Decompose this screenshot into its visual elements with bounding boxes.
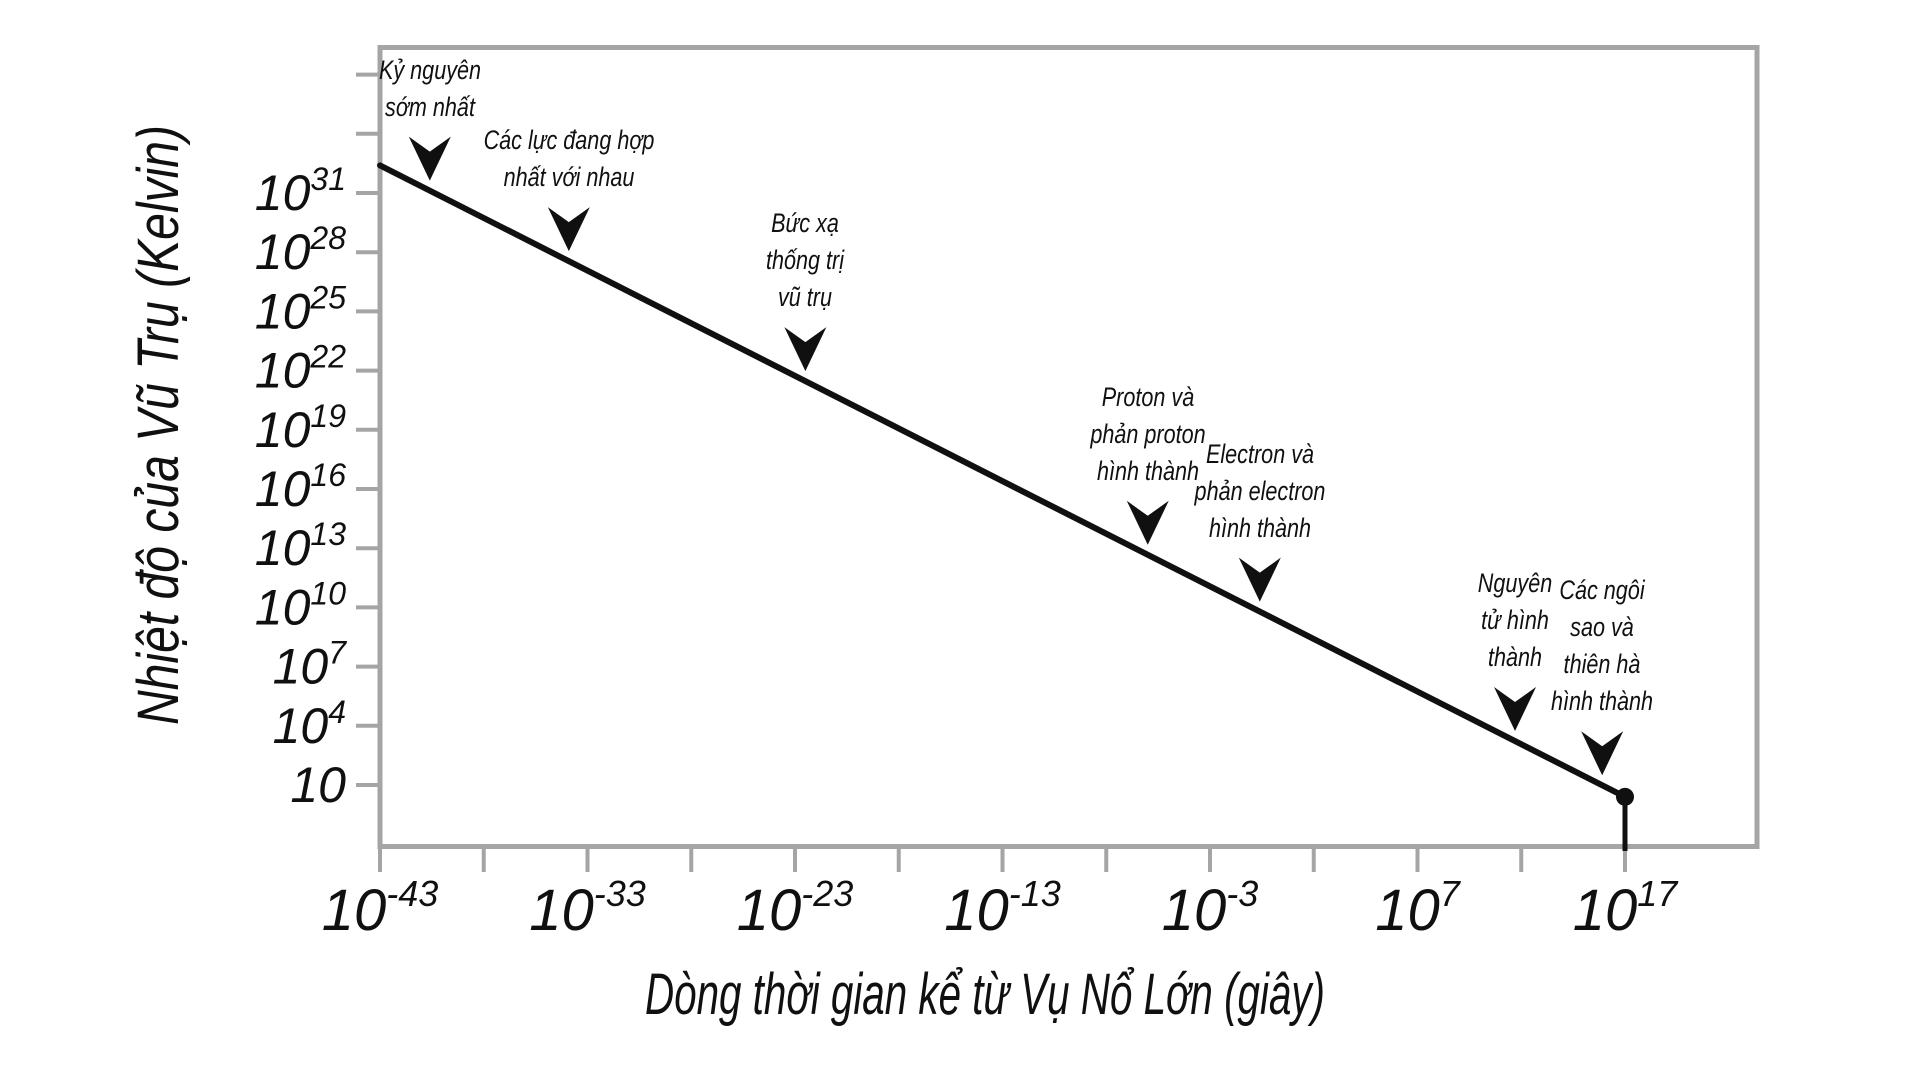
temperature-line: [377, 162, 1628, 800]
x-tick-exponent: -3: [1226, 873, 1258, 914]
y-tick-base: 10: [255, 165, 311, 221]
x-tick-base: 10: [1162, 878, 1227, 943]
chevron-down-icon: [547, 207, 590, 252]
y-axis-ticks: [356, 72, 381, 787]
annotation-text: hình thành: [1096, 455, 1199, 486]
y-tick-base: 10: [255, 283, 311, 339]
chevron-down-icon: [1494, 687, 1537, 732]
y-tick-exponent: 25: [309, 279, 346, 315]
y-tick-exponent: 28: [309, 220, 346, 256]
annotation-text: sớm nhất: [384, 91, 475, 122]
chevron-down-icon: [784, 327, 827, 372]
annotation-text: sao và: [1570, 612, 1634, 643]
x-tick-exponent: -43: [386, 873, 438, 914]
y-tick-exponent: 31: [310, 161, 346, 197]
x-tick-label: 10-33: [529, 873, 646, 943]
y-tick-base: 10: [273, 698, 329, 754]
y-tick-exponent: 4: [328, 694, 346, 730]
y-tick-base: 10: [255, 343, 311, 399]
x-tick-exponent: 7: [1440, 873, 1462, 914]
x-tick-exponent: -33: [594, 873, 646, 914]
y-tick-label: 1013: [255, 516, 346, 576]
annotation-radiation-dominates: Bức xạ thống trị vũ trụ: [766, 205, 844, 316]
chevron-down-icon: [1126, 500, 1169, 545]
y-tick-exponent: 16: [310, 457, 346, 493]
x-tick-base: 10: [529, 878, 594, 943]
annotation-text: Electron và: [1205, 438, 1314, 469]
annotation-electrons-form: Electron và phản electron hình thành: [1194, 436, 1325, 547]
y-tick-base: 10: [255, 461, 311, 517]
x-tick-exponent: 17: [1637, 873, 1679, 914]
annotation-text: Kỷ nguyên: [378, 54, 481, 85]
y-tick-label: 1028: [255, 220, 346, 280]
y-tick-label: 1019: [255, 398, 346, 458]
annotation-arrows: [408, 136, 1624, 776]
x-axis-title: Dòng thời gian kể từ Vụ Nổ Lớn (giây): [645, 962, 1325, 1027]
x-tick-exponent: -23: [801, 873, 853, 914]
chevron-down-icon: [1581, 731, 1624, 776]
annotation-text: Các ngôi: [1559, 575, 1645, 606]
annotation-text: tử hình: [1481, 605, 1549, 636]
x-tick-base: 10: [1573, 878, 1638, 943]
x-tick-label: 10-13: [944, 873, 1061, 943]
x-tick-base: 10: [322, 878, 387, 943]
endpoint-dot: [1616, 787, 1634, 806]
x-axis-tick-labels: 10-43 10-33 10-23 10-13 10-3 107 1017: [322, 873, 1680, 943]
annotation-text: Các lực đang hợp: [483, 125, 655, 156]
annotation-text: Bức xạ: [771, 208, 840, 239]
annotation-text: nhất với nhau: [503, 162, 635, 193]
chevron-down-icon: [1238, 557, 1281, 602]
y-axis-title: Nhiệt độ của Vũ Trụ (Kelvin): [126, 125, 191, 725]
y-tick-label: 1010: [255, 575, 346, 635]
y-tick-exponent: 22: [309, 339, 346, 375]
y-tick-label: 107: [273, 635, 348, 695]
annotation-text: hình thành: [1551, 686, 1654, 717]
annotation-text: phản electron: [1194, 475, 1326, 506]
y-tick-base: 10: [255, 579, 311, 635]
annotation-forces-unifying: Các lực đang hợp nhất với nhau: [483, 122, 654, 196]
annotation-text: thành: [1487, 642, 1543, 673]
x-tick-label: 10-23: [737, 873, 854, 943]
x-tick-base: 10: [944, 878, 1009, 943]
y-tick-label: 1022: [255, 339, 346, 399]
annotation-text: thống trị: [766, 245, 845, 276]
x-tick-label: 10-43: [322, 873, 439, 943]
y-tick-base: 10: [273, 639, 329, 695]
y-tick-exponent: 10: [310, 575, 346, 611]
y-tick-base: 10: [255, 402, 311, 458]
x-tick-label: 107: [1375, 873, 1462, 943]
annotation-atoms-form: Nguyên tử hình thành: [1478, 565, 1552, 676]
y-tick-base: 10: [255, 224, 311, 280]
y-tick-label: 10: [290, 757, 346, 813]
x-tick-base: 10: [1375, 878, 1440, 943]
y-tick-base: 10: [290, 757, 346, 813]
y-tick-exponent: 7: [328, 635, 347, 671]
annotation-text: phản proton: [1090, 418, 1206, 449]
y-tick-label: 104: [273, 694, 346, 754]
annotation-text: hình thành: [1208, 512, 1311, 543]
annotation-text: thiên hà: [1563, 649, 1641, 680]
x-tick-label: 1017: [1573, 873, 1680, 943]
annotation-stars-galaxies-form: Các ngôi sao và thiên hà hình thành: [1551, 572, 1653, 720]
annotation-text: Proton và: [1101, 381, 1194, 412]
annotation-text: vũ trụ: [778, 282, 833, 313]
y-tick-label: 1025: [255, 279, 346, 339]
annotation-earliest-epoch: Kỷ nguyên sớm nhất: [379, 52, 481, 126]
chevron-down-icon: [408, 136, 451, 181]
y-tick-exponent: 19: [310, 398, 346, 434]
annotation-protons-form: Proton và phản proton hình thành: [1090, 379, 1205, 490]
annotation-text: Nguyên: [1477, 568, 1553, 599]
y-tick-base: 10: [255, 520, 311, 576]
plot-border: [377, 45, 1760, 849]
y-tick-label: 1031: [255, 161, 346, 221]
x-tick-base: 10: [737, 878, 802, 943]
x-axis-ticks: [378, 846, 1627, 872]
x-tick-label: 10-3: [1162, 873, 1259, 943]
y-tick-exponent: 13: [310, 516, 346, 552]
x-tick-exponent: -13: [1009, 873, 1061, 914]
y-tick-label: 1016: [255, 457, 346, 517]
